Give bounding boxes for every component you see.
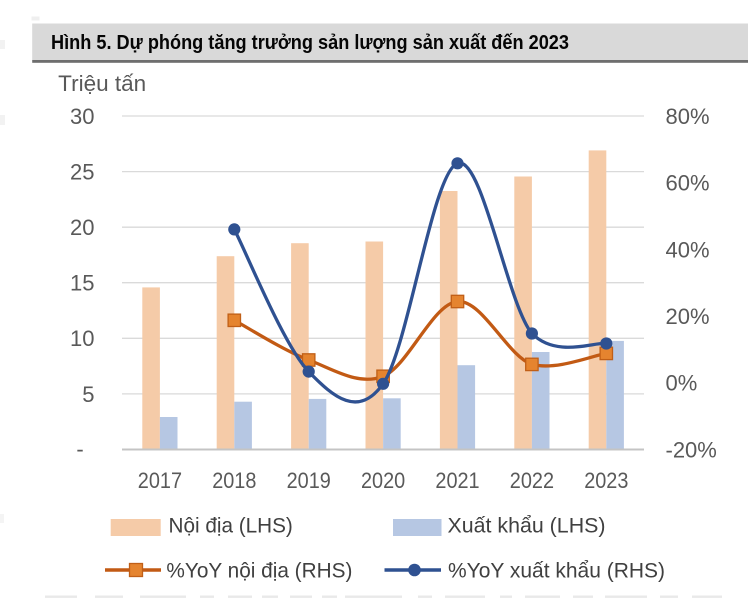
- svg-text:30: 30: [70, 104, 94, 129]
- svg-text:2019: 2019: [287, 468, 331, 493]
- svg-text:25: 25: [70, 160, 94, 185]
- svg-text:Nội địa (LHS): Nội địa (LHS): [169, 515, 293, 538]
- svg-text:Triệu tấn: Triệu tấn: [58, 71, 146, 96]
- svg-text:2021: 2021: [435, 468, 479, 493]
- svg-text:0%: 0%: [666, 371, 698, 396]
- svg-text:%YoY nội địa (RHS): %YoY nội địa (RHS): [166, 560, 352, 583]
- svg-text:2020: 2020: [361, 468, 405, 493]
- svg-text:60%: 60%: [666, 171, 710, 196]
- svg-text:15: 15: [70, 271, 94, 296]
- svg-text:%YoY xuất khẩu (RHS): %YoY xuất khẩu (RHS): [448, 560, 665, 583]
- svg-text:-: -: [76, 437, 83, 462]
- svg-text:2022: 2022: [510, 468, 554, 493]
- svg-text:2018: 2018: [212, 468, 256, 493]
- svg-text:10: 10: [70, 326, 94, 351]
- svg-text:20: 20: [70, 215, 94, 240]
- svg-text:2023: 2023: [584, 468, 628, 493]
- svg-text:Hình 5. Dự phóng tăng trưởng s: Hình 5. Dự phóng tăng trưởng sản lượng s…: [51, 31, 569, 54]
- svg-text:-20%: -20%: [666, 437, 717, 462]
- svg-text:20%: 20%: [666, 304, 710, 329]
- svg-text:40%: 40%: [666, 237, 710, 262]
- svg-text:5: 5: [82, 382, 94, 407]
- svg-text:80%: 80%: [666, 104, 710, 129]
- svg-text:2017: 2017: [138, 468, 182, 493]
- svg-text:Xuất khẩu (LHS): Xuất khẩu (LHS): [448, 515, 606, 538]
